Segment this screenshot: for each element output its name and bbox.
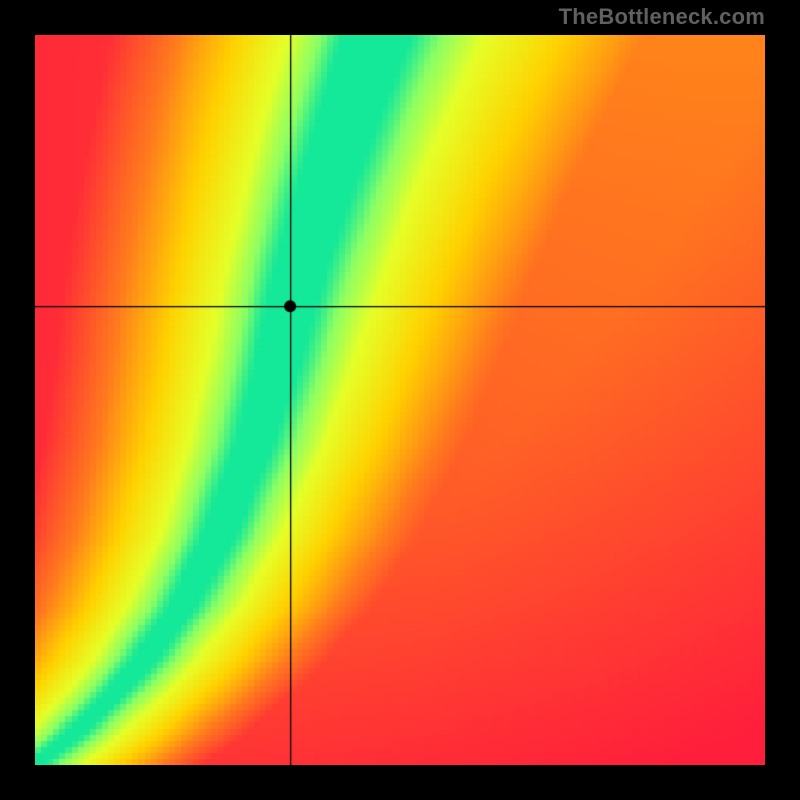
heatmap-plot xyxy=(35,35,765,765)
heatmap-canvas xyxy=(35,35,765,765)
chart-container: TheBottleneck.com xyxy=(0,0,800,800)
watermark-text: TheBottleneck.com xyxy=(559,4,765,30)
